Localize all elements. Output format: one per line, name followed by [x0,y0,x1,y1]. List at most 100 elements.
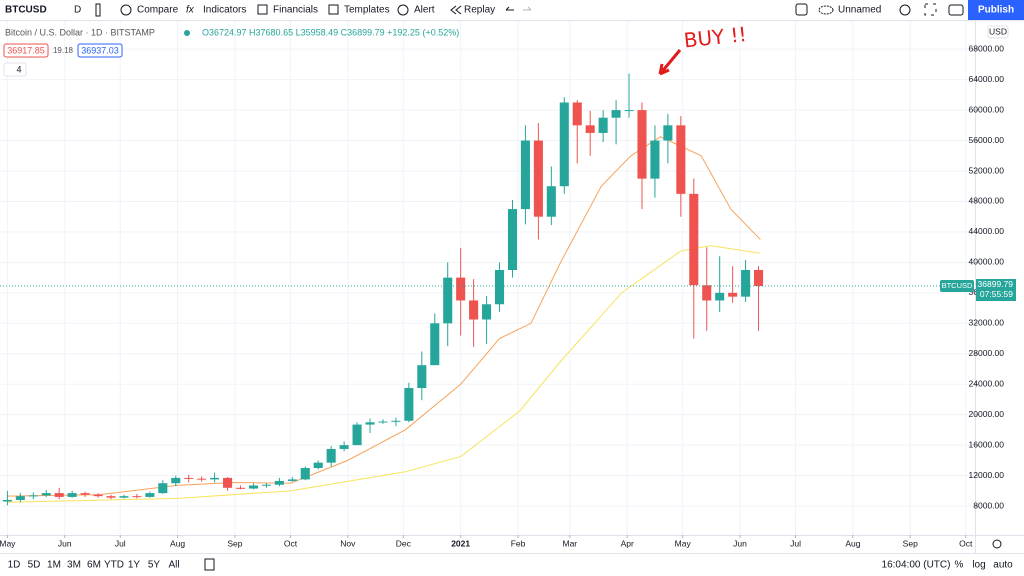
range-button[interactable]: 5D [28,560,41,571]
candle-body [443,277,453,324]
x-tick-label: Jun [58,538,72,548]
candle-body [741,270,751,297]
candle-body [598,117,608,133]
symbol-button[interactable]: BTCUSD [5,5,47,16]
publish-button[interactable]: Publish [978,5,1014,16]
snapshot-button[interactable] [948,4,964,16]
candle-body [494,270,505,305]
candle-body [352,424,362,446]
candle-body [417,365,427,389]
candle-body [533,140,543,217]
x-tick-label: Mar [563,538,578,548]
auto-toggle[interactable]: auto [993,560,1013,571]
candle-body [611,110,621,118]
ask: 36937.03 [81,45,119,55]
ask-box[interactable] [77,43,123,58]
buy-annotation: BUY !! [683,22,748,52]
compare-button[interactable]: Compare [137,5,179,16]
financials-icon [257,4,268,15]
range-button[interactable]: 1Y [128,560,141,571]
x-tick-label: Nov [340,538,356,548]
y-tick-label: 60000.00 [969,104,1005,114]
interval-button[interactable]: D [74,5,81,16]
axes: USD 8000.00 12000.00 16000.00 20000.00 24000… [0,21,1024,553]
y-tick-label: 12000.00 [969,470,1005,480]
bottom-toolbar: 16:04:00 (UTC) % log auto 1D 5D 1M 3M 6M YTD 1… [0,553,1024,571]
candle-body [210,477,220,480]
fullscreen-button[interactable] [924,3,937,16]
y-tick-label: 64000.00 [969,74,1005,84]
candle-body [456,277,466,301]
y-tick-label: 32000.00 [969,318,1005,328]
publish-bg[interactable] [968,0,1024,20]
range-button[interactable]: 1D [8,560,21,571]
settings-button[interactable] [899,4,911,16]
range-button[interactable]: YTD [104,560,124,571]
market-status [184,30,190,36]
candle-body [507,209,518,271]
candle-body [106,496,116,498]
buy-arrow [658,49,682,76]
range-button[interactable]: 6M [87,560,101,571]
range-button[interactable]: 1M [47,560,61,571]
log-toggle[interactable]: log [972,560,985,571]
x-tick-label: Jul [790,538,801,548]
x-tick-label: Oct [284,538,298,548]
y-tick-label: 68000.00 [969,43,1005,53]
axis-settings[interactable] [992,539,1002,549]
x-tick-label: May [0,538,16,548]
currency: USD [989,26,1007,36]
range-button[interactable]: 3M [67,560,81,571]
x-tick-label: Jul [115,538,126,548]
replay-button[interactable]: Replay [464,5,495,16]
candle-body [67,493,77,497]
top-toolbar: BTCUSD D Compare fx Indicators Financial… [0,0,1024,21]
indicator-toggle[interactable] [3,62,27,77]
candle-body [650,140,660,179]
range-button[interactable]: 5Y [148,560,161,571]
range-button[interactable]: All [168,560,179,571]
candle-body [365,422,375,425]
candle-body [637,110,647,179]
y-tick-label: 20000.00 [969,409,1005,419]
templates-button[interactable]: Templates [344,5,390,16]
candle-body [274,480,284,485]
bid-box[interactable] [3,43,49,58]
goto-date[interactable] [204,558,215,571]
indicators-button[interactable]: Indicators [203,5,246,16]
bid: 36917.85 [7,45,45,55]
chart-type-icon[interactable] [95,3,101,17]
y-tick-label: 52000.00 [969,165,1005,175]
y-tick-label: 48000.00 [969,196,1005,206]
layout-button[interactable]: Unnamed [838,5,881,16]
countdown: 07:55:59 [980,289,1013,299]
alert-button[interactable]: Alert [414,5,435,16]
y-tick-label: 16000.00 [969,439,1005,449]
symbol-tag: BTCUSD [942,281,973,290]
financials-button[interactable]: Financials [273,5,318,16]
candle-body [300,467,310,480]
candle-body [184,477,194,479]
percent-toggle[interactable]: % [955,560,964,571]
candle-body [93,494,103,497]
candle-body [132,496,142,498]
candle-body [520,140,530,210]
y-tick-label: 44000.00 [969,226,1005,236]
candle-body [326,448,336,463]
redo-button[interactable] [523,6,532,11]
candle-body [469,300,479,320]
candle-body [261,484,271,486]
currency-box [987,25,1009,39]
compare-icon [120,4,132,16]
spread: 19.18 [53,46,74,55]
x-tick-label: Jun [733,538,747,548]
templates-icon [328,4,339,15]
undo-button[interactable] [505,6,514,11]
x-tick-label: 2021 [451,538,470,548]
x-tick-label: Apr [621,538,634,548]
candle-body [559,102,569,187]
checkbox[interactable] [795,3,808,16]
y-tick-label: 40000.00 [969,257,1005,267]
x-tick-label: Feb [511,538,526,548]
